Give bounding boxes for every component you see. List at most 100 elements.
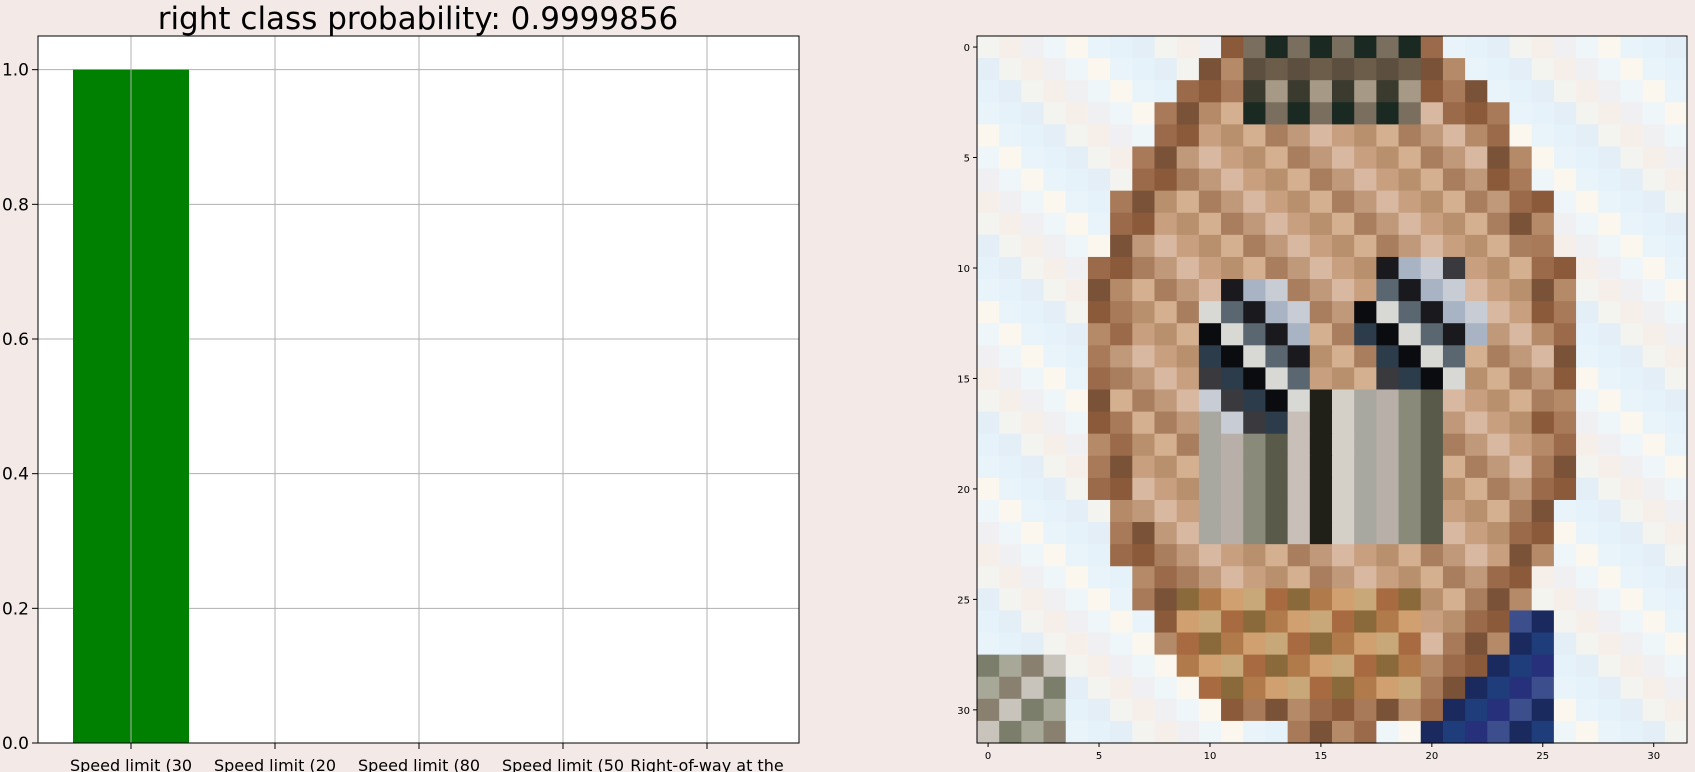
- pixel: [1332, 212, 1355, 236]
- pixel: [1531, 720, 1555, 744]
- pixel: [1398, 632, 1422, 656]
- pixel: [1398, 566, 1422, 589]
- pixel: [1620, 676, 1644, 700]
- pixel: [1376, 256, 1400, 280]
- pixel: [1221, 411, 1244, 435]
- pixel: [1509, 499, 1533, 523]
- pixel: [1487, 654, 1511, 678]
- pixel: [1420, 455, 1444, 479]
- pixel: [1620, 566, 1644, 589]
- pixel: [1576, 256, 1599, 280]
- pixel: [1287, 146, 1311, 170]
- pixel: [1309, 676, 1333, 700]
- pixel: [1043, 124, 1067, 148]
- pixel: [1442, 301, 1466, 324]
- pixel: [1398, 698, 1422, 722]
- pixel: [1265, 698, 1289, 722]
- image-y-tick-label: 5: [964, 154, 970, 165]
- pixel: [1332, 610, 1355, 634]
- pixel: [1198, 433, 1222, 457]
- pixel: [1420, 58, 1444, 81]
- pixel: [999, 522, 1022, 545]
- pixel: [1398, 279, 1422, 302]
- pixel: [1664, 389, 1688, 413]
- pixel: [1642, 433, 1666, 457]
- pixel: [1576, 588, 1599, 612]
- pixel: [1287, 279, 1311, 302]
- pixel: [1087, 544, 1111, 567]
- pixel: [1465, 323, 1488, 346]
- pixel: [1087, 389, 1111, 413]
- pixel: [1110, 632, 1133, 656]
- pixel: [977, 522, 1000, 545]
- pixel: [1509, 455, 1533, 479]
- pixel: [1065, 676, 1089, 700]
- pixel: [1642, 522, 1666, 545]
- pixel: [1620, 168, 1644, 192]
- pixel: [1664, 212, 1688, 236]
- pixel: [1132, 654, 1156, 678]
- pixel: [1598, 676, 1622, 700]
- pixel: [1376, 80, 1400, 103]
- pixel: [1420, 720, 1444, 744]
- pixel: [1021, 80, 1045, 103]
- pixel: [1243, 455, 1267, 479]
- pixel: [1065, 345, 1089, 368]
- pixel: [1265, 234, 1289, 258]
- pixel: [1309, 610, 1333, 634]
- pixel: [1620, 389, 1644, 413]
- pixel: [1398, 234, 1422, 258]
- pixel: [1198, 58, 1222, 81]
- pixel: [1620, 411, 1644, 435]
- pixel: [1065, 632, 1089, 656]
- pixel: [1332, 389, 1355, 413]
- pixel: [1154, 389, 1178, 413]
- pixel: [1376, 455, 1400, 479]
- pixel: [1442, 58, 1466, 81]
- pixel: [1531, 212, 1555, 236]
- pixel: [1553, 58, 1577, 81]
- pixel: [1110, 389, 1133, 413]
- pixel: [1642, 588, 1666, 612]
- pixel: [1309, 323, 1333, 346]
- pixel: [1198, 146, 1222, 170]
- pixel: [1465, 389, 1488, 413]
- pixel: [1398, 345, 1422, 368]
- pixel: [1354, 279, 1377, 302]
- y-tick-label: 0.0: [2, 734, 29, 754]
- pixel: [1487, 610, 1511, 634]
- pixel: [1420, 522, 1444, 545]
- pixel: [1576, 345, 1599, 368]
- pixel: [1509, 566, 1533, 589]
- pixel: [1065, 566, 1089, 589]
- pixel: [1087, 433, 1111, 457]
- pixel: [1642, 102, 1666, 125]
- pixel: [1487, 102, 1511, 125]
- pixel: [1087, 477, 1111, 501]
- pixel: [1509, 610, 1533, 634]
- pixel: [1243, 345, 1267, 368]
- pixel: [1198, 279, 1222, 302]
- pixel: [1309, 698, 1333, 722]
- pixel: [1309, 566, 1333, 589]
- pixel: [1287, 477, 1311, 501]
- pixel: [1021, 433, 1045, 457]
- pixel: [1398, 124, 1422, 148]
- image-x-tick-label: 15: [1315, 751, 1328, 762]
- pixel: [1198, 499, 1222, 523]
- pixel: [1132, 477, 1156, 501]
- pixel: [977, 102, 1000, 125]
- pixel: [1154, 190, 1178, 214]
- pixel: [1132, 632, 1156, 656]
- pixel: [1420, 544, 1444, 567]
- pixel: [1021, 632, 1045, 656]
- pixel: [1132, 610, 1156, 634]
- pixel: [977, 234, 1000, 258]
- image-x-tick-label: 25: [1536, 751, 1549, 762]
- pixel: [1642, 610, 1666, 634]
- pixel: [1043, 632, 1067, 656]
- pixel: [1110, 544, 1133, 567]
- pixel: [1664, 720, 1688, 744]
- pixel: [1398, 522, 1422, 545]
- pixel: [1065, 389, 1089, 413]
